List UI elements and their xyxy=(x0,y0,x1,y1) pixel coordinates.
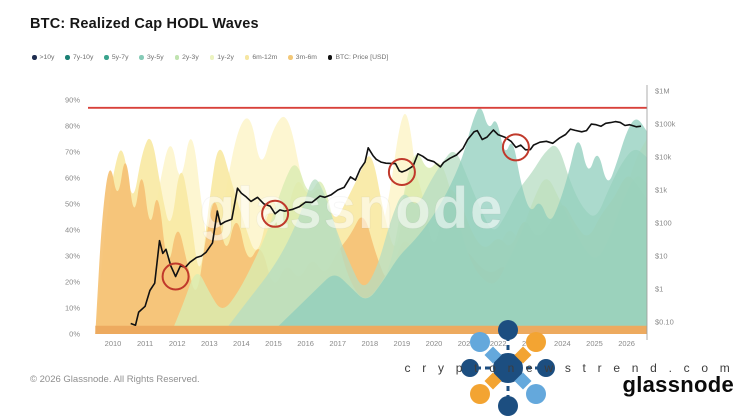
x-axis-tick: 2017 xyxy=(329,339,346,348)
x-axis-tick: 2010 xyxy=(105,339,122,348)
legend-item-1y-2y[interactable]: 1y-2y xyxy=(209,54,234,61)
left-axis-tick: 50% xyxy=(65,200,80,209)
left-axis-tick: 90% xyxy=(65,96,80,105)
legend-dot-icon xyxy=(174,55,180,60)
legend-item-6m-12m[interactable]: 6m-12m xyxy=(244,54,277,61)
left-axis-tick: 20% xyxy=(65,278,80,287)
x-axis-tick: 2018 xyxy=(361,339,378,348)
x-axis-tick: 2011 xyxy=(137,339,153,348)
x-axis-tick: 2021 xyxy=(458,339,475,348)
wave-band-bottom-strip xyxy=(95,325,647,334)
cycle-bottom-circle-1 xyxy=(161,262,190,291)
legend-dot-icon xyxy=(327,55,333,60)
cycle-bottom-circle-4 xyxy=(501,133,530,162)
wave-band-5y-7y xyxy=(270,108,647,335)
right-axis-tick: $10 xyxy=(655,252,668,261)
right-axis-tick: $1 xyxy=(655,285,663,294)
x-axis-tick: 2022 xyxy=(490,339,507,348)
left-axis-tick: 60% xyxy=(65,174,80,183)
legend-item-5y-7y[interactable]: 5y-7y xyxy=(104,54,128,61)
legend-dot-icon xyxy=(244,55,250,60)
x-axis-tick: 2026 xyxy=(618,339,635,348)
legend-dot-icon xyxy=(104,55,109,60)
right-axis-tick: $0.10 xyxy=(655,318,674,327)
legend-dot-icon xyxy=(139,55,144,60)
cycle-bottom-circle-3 xyxy=(387,158,416,186)
x-axis-tick: 2015 xyxy=(265,339,282,348)
legend-item-btc-price-usd-[interactable]: BTC: Price [USD] xyxy=(327,54,388,61)
legend-item--10y[interactable]: >10y xyxy=(32,54,54,61)
copyright-text: © 2026 Glassnode. All Rights Reserved. xyxy=(30,374,200,385)
legend-item-2y-3y[interactable]: 2y-3y xyxy=(174,54,199,61)
legend: >10y 7y-10y 5y-7y 3y-5y 2y-3y 1y-2y 6m-12m 3m-6… xyxy=(32,54,388,61)
left-axis-tick: 10% xyxy=(65,304,80,313)
right-axis-tick: $100k xyxy=(655,120,676,129)
x-axis-tick: 2013 xyxy=(201,339,218,348)
legend-dot-icon xyxy=(65,55,70,60)
x-axis-tick: 2020 xyxy=(426,339,443,348)
left-axis-tick: 40% xyxy=(65,226,80,235)
right-axis-tick: $1M xyxy=(655,87,670,96)
legend-item-3m-6m[interactable]: 3m-6m xyxy=(288,54,317,61)
x-axis-tick: 2014 xyxy=(233,339,250,348)
right-axis-tick: $100 xyxy=(655,219,672,228)
legend-dot-icon xyxy=(288,55,293,60)
legend-item-7y-10y[interactable]: 7y-10y xyxy=(65,54,93,61)
right-axis-tick: $1k xyxy=(655,186,667,195)
legend-item-3y-5y[interactable]: 3y-5y xyxy=(139,54,164,61)
x-axis-tick: 2025 xyxy=(586,339,603,348)
left-axis-tick: 80% xyxy=(65,122,80,131)
legend-dot-icon xyxy=(209,55,215,60)
page-title: BTC: Realized Cap HODL Waves xyxy=(30,16,259,32)
cycle-bottom-circle-2 xyxy=(261,199,290,228)
left-axis-tick: 0% xyxy=(69,330,80,339)
btc-price-line xyxy=(130,120,642,327)
right-axis-tick: $10k xyxy=(655,153,672,162)
x-axis-tick: 2019 xyxy=(394,339,411,348)
glassnode-logotype: glassnode xyxy=(622,372,734,397)
cryptonewstrend-logo-icon xyxy=(461,320,555,416)
glassnode-watermark: glassnode xyxy=(200,176,505,241)
left-axis-tick: 70% xyxy=(65,148,80,157)
x-axis-tick: 2012 xyxy=(169,339,186,348)
watermark-site-url: c r y p t o n e w s t r e n d . c o m xyxy=(404,361,734,375)
legend-dot-icon xyxy=(32,55,37,60)
left-axis-tick: 30% xyxy=(65,252,80,261)
x-axis-tick: 2024 xyxy=(554,339,571,348)
x-axis-tick: 2016 xyxy=(297,339,314,348)
